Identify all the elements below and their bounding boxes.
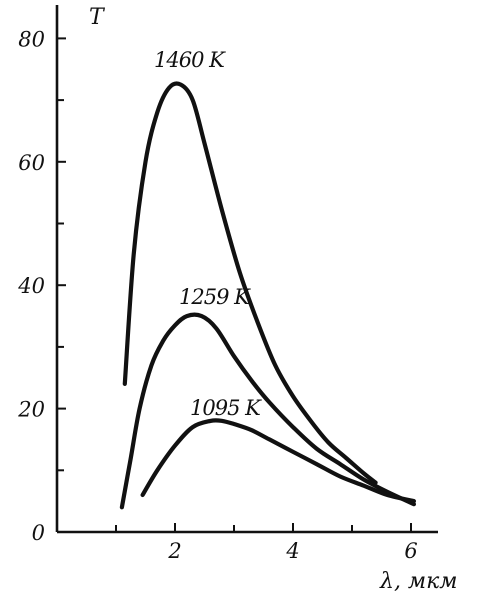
x-axis-title: λ, мкм — [379, 569, 458, 594]
y-tick-label: 60 — [18, 151, 45, 175]
series-label-1095k: 1095 K — [190, 396, 262, 420]
series-line-1259k — [119, 312, 416, 510]
x-tick-label: 6 — [404, 539, 417, 563]
series-label-1259k: 1259 K — [179, 285, 251, 309]
axis-ticks — [57, 37, 412, 532]
series-line-1095k — [140, 418, 416, 504]
x-tick-label: 2 — [167, 539, 181, 563]
y-tick-label: 40 — [17, 274, 45, 298]
axis-tick-labels: 0 20 40 60 80 2 4 6 — [17, 27, 417, 563]
series-lines — [119, 81, 416, 510]
axes: 0 20 40 60 80 2 4 6 — [17, 5, 438, 563]
y-axis-title: T — [89, 5, 106, 30]
y-tick-label: 20 — [17, 398, 45, 422]
y-tick-label: 0 — [32, 521, 45, 545]
y-tick-label: 80 — [18, 27, 45, 51]
series-line-1460k — [122, 81, 378, 485]
x-tick-label: 4 — [285, 539, 299, 563]
series-label-1460k: 1460 K — [154, 48, 226, 72]
